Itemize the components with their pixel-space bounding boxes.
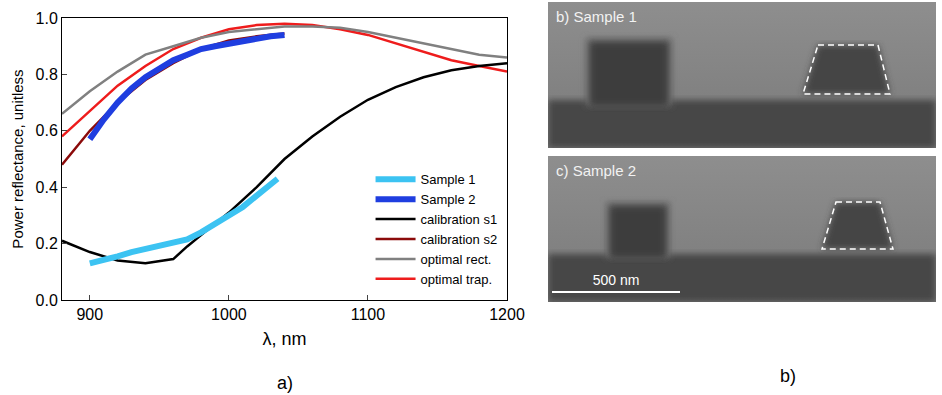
svg-text:optimal rect.: optimal rect. xyxy=(421,252,492,267)
svg-text:a): a) xyxy=(277,373,293,393)
svg-text:calibration s1: calibration s1 xyxy=(421,212,498,227)
svg-text:500 nm: 500 nm xyxy=(593,272,640,288)
svg-text:optimal trap.: optimal trap. xyxy=(421,272,493,287)
svg-text:Sample 2: Sample 2 xyxy=(421,192,476,207)
svg-text:1100: 1100 xyxy=(351,306,386,323)
svg-text:c) Sample 2: c) Sample 2 xyxy=(556,162,636,179)
svg-text:0.0: 0.0 xyxy=(36,292,58,309)
svg-text:1200: 1200 xyxy=(489,306,525,323)
svg-text:Sample 1: Sample 1 xyxy=(421,172,476,187)
svg-text:0.4: 0.4 xyxy=(36,179,58,196)
svg-text:Power reflectance, unitless: Power reflectance, unitless xyxy=(9,69,26,248)
svg-text:900: 900 xyxy=(76,306,103,323)
svg-text:calibration s2: calibration s2 xyxy=(421,232,498,247)
svg-text:1.0: 1.0 xyxy=(36,10,58,27)
svg-text:0.2: 0.2 xyxy=(36,235,58,252)
html-text:b): b) xyxy=(780,366,796,386)
svg-text:1000: 1000 xyxy=(211,306,247,323)
svg-text:b) Sample 1: b) Sample 1 xyxy=(556,8,637,25)
svg-text:λ, nm: λ, nm xyxy=(262,329,306,349)
svg-text:0.6: 0.6 xyxy=(36,122,58,139)
svg-text:0.8: 0.8 xyxy=(36,66,58,83)
